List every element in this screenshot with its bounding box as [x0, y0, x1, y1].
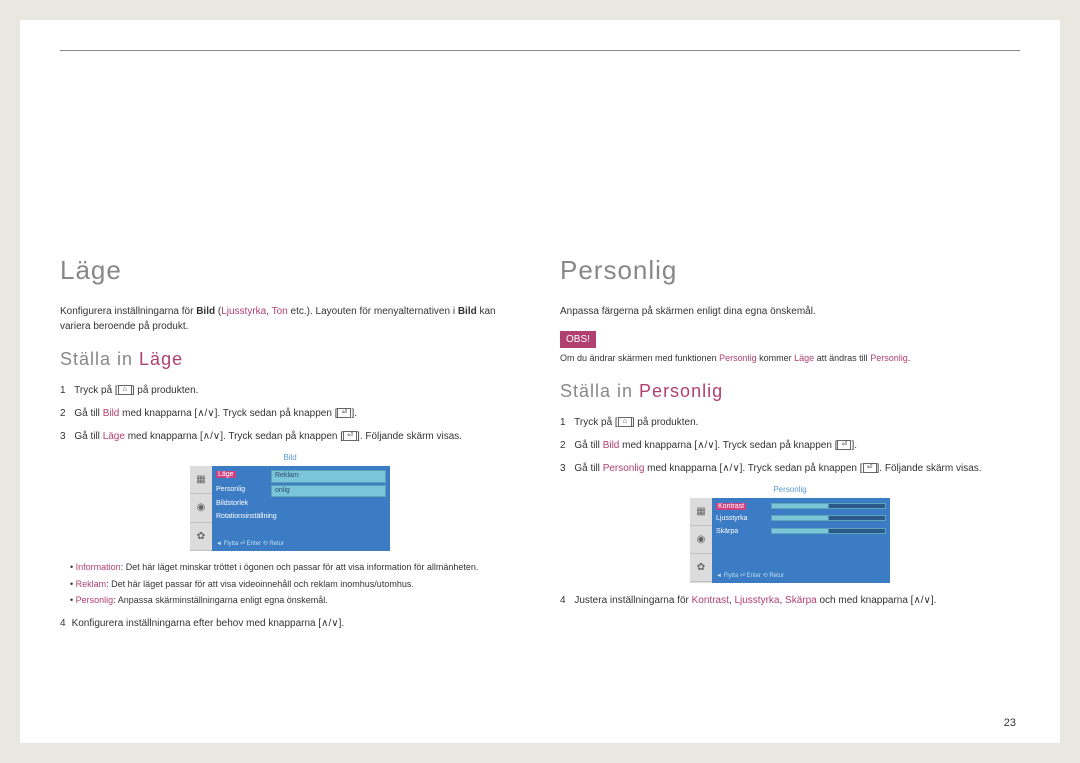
top-rule — [60, 50, 1020, 51]
picture-icon: ▦ — [690, 498, 712, 526]
ss-sidebar: ▦ ◉ ✿ — [690, 498, 712, 583]
ss-main: Kontrast Ljusstyrka Skärpa ◄ Flytta ⏎ En… — [712, 498, 890, 583]
ss-main: LägeReklam Personligonlig Bildstorlek Ro… — [212, 466, 390, 551]
right-title: Personlig — [560, 251, 1020, 290]
left-step-2: Gå till Bild med knapparna [∧/∨]. Tryck … — [60, 406, 520, 421]
ss-footer: ◄ Flytta ⏎ Enter ⟲ Retur — [716, 572, 886, 581]
bullet-reklam: Reklam: Det här läget passar för att vis… — [70, 578, 520, 592]
right-subtitle: Ställa in Personlig — [560, 378, 1020, 405]
right-step-1: Tryck på [⌂] på produkten. — [560, 415, 1020, 430]
right-note: Om du ändrar skärmen med funktionen Pers… — [560, 352, 1020, 366]
ss-footer: ◄ Flytta ⏎ Enter ⟲ Retur — [216, 540, 386, 549]
right-step-2: Gå till Bild med knapparna [∧/∨]. Tryck … — [560, 438, 1020, 453]
left-bullets: Information: Det här läget minskar trött… — [70, 561, 520, 608]
right-intro: Anpassa färgerna på skärmen enligt dina … — [560, 304, 1020, 319]
bullet-personlig: Personlig: Anpassa skärminställningarna … — [70, 594, 520, 608]
ss-sidebar: ▦ ◉ ✿ — [190, 466, 212, 551]
right-steps: Tryck på [⌂] på produkten. Gå till Bild … — [560, 415, 1020, 608]
gear-icon: ✿ — [690, 554, 712, 582]
right-step-3: Gå till Personlig med knapparna [∧/∨]. T… — [560, 461, 1020, 583]
left-column: Läge Konfigurera inställningarna för Bil… — [60, 251, 520, 639]
bullet-information: Information: Det här läget minskar trött… — [70, 561, 520, 575]
enter-icon: ⏎ — [863, 463, 877, 473]
enter-icon: ⏎ — [837, 440, 851, 450]
picture-icon: ▦ — [190, 466, 212, 494]
enter-icon: ⏎ — [343, 431, 357, 441]
left-intro: Konfigurera inställningarna för Bild (Lj… — [60, 304, 520, 334]
left-steps: Tryck på [⌂] på produkten. Gå till Bild … — [60, 383, 520, 631]
right-step-4: Justera inställningarna för Kontrast, Lj… — [560, 593, 1020, 608]
left-title: Läge — [60, 251, 520, 290]
content-columns: Läge Konfigurera inställningarna för Bil… — [60, 251, 1020, 639]
page-number: 23 — [1004, 717, 1016, 729]
right-screenshot: Personlig ▦ ◉ ✿ Kontrast Ljusstyrka Skär… — [690, 484, 890, 583]
ss-title: Bild — [190, 452, 390, 464]
sound-icon: ◉ — [190, 494, 212, 522]
obs-badge: OBS! — [560, 331, 596, 348]
left-subtitle: Ställa in Läge — [60, 346, 520, 373]
home-icon: ⌂ — [118, 385, 132, 395]
document-page: Läge Konfigurera inställningarna för Bil… — [20, 20, 1060, 743]
left-step-4: Konfigurera inställningarna efter behov … — [60, 616, 520, 631]
enter-icon: ⏎ — [337, 408, 351, 418]
left-step-1: Tryck på [⌂] på produkten. — [60, 383, 520, 398]
left-step-3: Gå till Läge med knapparna [∧/∨]. Tryck … — [60, 429, 520, 608]
left-screenshot: Bild ▦ ◉ ✿ LägeReklam Personligonlig Bil… — [190, 452, 390, 551]
sound-icon: ◉ — [690, 526, 712, 554]
ss-title: Personlig — [690, 484, 890, 496]
home-icon: ⌂ — [618, 417, 632, 427]
gear-icon: ✿ — [190, 523, 212, 551]
right-column: Personlig Anpassa färgerna på skärmen en… — [560, 251, 1020, 639]
